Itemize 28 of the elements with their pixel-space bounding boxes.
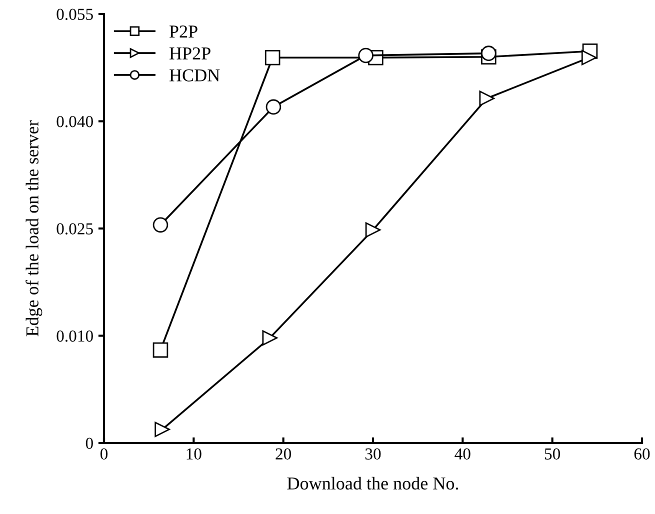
legend-label: HP2P (170, 47, 210, 60)
x-tick-label: 10 (186, 448, 202, 460)
point (266, 99, 282, 115)
y-tick-label: 0 (86, 438, 93, 449)
point (262, 330, 278, 346)
y-axis-title: Edge of the load on the server (26, 120, 42, 336)
point (154, 422, 170, 438)
y-tick-label: 0.010 (56, 330, 93, 342)
point (152, 342, 168, 358)
x-tick-label: 60 (634, 448, 650, 460)
point (358, 48, 374, 64)
point (581, 50, 597, 66)
x-tick-label: 0 (100, 448, 108, 460)
x-tick-label: 20 (276, 448, 292, 460)
x-tick-label: 50 (544, 448, 560, 460)
x-tick-label: 40 (454, 448, 470, 460)
point (479, 90, 495, 106)
point (365, 222, 381, 238)
x-tick-label: 30 (365, 448, 381, 460)
y-tick-label: 0.040 (56, 116, 93, 128)
x-axis-title: Download the node No. (287, 476, 458, 490)
point (481, 46, 496, 61)
y-tick-label: 0.055 (56, 8, 93, 20)
legend-label: P2P (170, 26, 198, 38)
legend-label: HCDN (170, 69, 220, 82)
point (264, 50, 280, 66)
y-tick-label: 0.025 (56, 223, 93, 235)
point (152, 217, 168, 233)
